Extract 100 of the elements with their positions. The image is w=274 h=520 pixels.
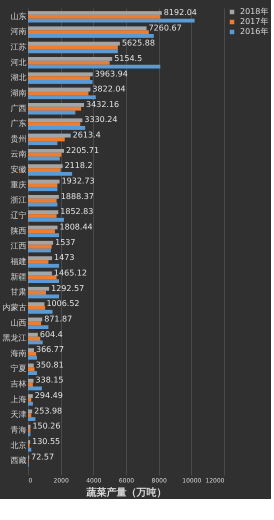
bar bbox=[28, 302, 44, 306]
y-tick-label: 安徽 bbox=[10, 165, 26, 174]
data-label: 3330.24 bbox=[84, 115, 118, 124]
bar bbox=[28, 248, 51, 252]
bar bbox=[28, 137, 65, 142]
y-tick-label: 重庆 bbox=[10, 180, 26, 190]
y-tick-label: 山西 bbox=[10, 318, 26, 328]
bar bbox=[28, 332, 38, 337]
bar bbox=[28, 260, 48, 264]
bar bbox=[28, 279, 60, 284]
bar bbox=[28, 364, 34, 368]
bar bbox=[28, 110, 76, 114]
bar bbox=[28, 46, 118, 50]
bar bbox=[28, 57, 112, 61]
data-label: 2118.2 bbox=[64, 161, 93, 170]
bar bbox=[28, 194, 59, 199]
bar bbox=[28, 340, 43, 344]
bar bbox=[28, 409, 32, 414]
bar bbox=[28, 14, 160, 19]
bar bbox=[28, 448, 32, 452]
bar bbox=[28, 417, 36, 421]
bar bbox=[28, 240, 54, 245]
y-tick-label: 湖南 bbox=[10, 88, 26, 98]
bar bbox=[28, 264, 60, 268]
data-label: 150.26 bbox=[32, 422, 60, 431]
bar bbox=[28, 122, 80, 126]
data-label: 2613.4 bbox=[72, 130, 101, 140]
data-label: 871.87 bbox=[44, 314, 72, 324]
y-tick-label: 天津 bbox=[10, 410, 26, 420]
bar bbox=[28, 18, 195, 23]
x-axis-title: 蔬菜产量（万吨） bbox=[86, 486, 166, 498]
bar bbox=[28, 80, 93, 84]
bar bbox=[28, 141, 58, 146]
data-label: 72.57 bbox=[31, 452, 54, 462]
bar bbox=[28, 244, 52, 249]
bar bbox=[28, 294, 60, 298]
y-tick-label: 云南 bbox=[10, 150, 26, 159]
bar bbox=[28, 272, 52, 276]
bar bbox=[28, 290, 46, 295]
legend-label: 2018年 bbox=[240, 7, 268, 16]
y-tick-label: 陕西 bbox=[10, 226, 26, 236]
bar bbox=[28, 356, 37, 360]
bar bbox=[28, 11, 162, 15]
bar bbox=[28, 168, 61, 172]
bar bbox=[28, 95, 96, 100]
bar bbox=[28, 88, 90, 92]
y-tick-label: 海南 bbox=[10, 348, 26, 358]
bar bbox=[28, 180, 60, 184]
bar bbox=[28, 275, 57, 280]
y-tick-label: 河北 bbox=[10, 58, 26, 67]
data-label: 130.55 bbox=[32, 437, 60, 446]
data-label: 366.77 bbox=[36, 345, 64, 354]
bar bbox=[28, 26, 147, 30]
y-tick-label: 吉林 bbox=[10, 380, 26, 389]
bar bbox=[28, 352, 36, 356]
bar bbox=[28, 30, 149, 34]
data-label: 3963.94 bbox=[94, 69, 128, 78]
y-tick-label: 河南 bbox=[10, 27, 26, 36]
bar bbox=[28, 378, 34, 383]
data-label: 1537 bbox=[55, 238, 76, 247]
y-tick-label: 内蒙古 bbox=[2, 302, 26, 312]
y-tick-label: 黑龙江 bbox=[2, 334, 26, 343]
bar bbox=[28, 402, 33, 406]
y-tick-label: 西藏 bbox=[10, 456, 26, 466]
bar bbox=[28, 233, 60, 238]
bar bbox=[28, 325, 48, 330]
bar bbox=[28, 118, 82, 122]
data-label: 1473 bbox=[54, 253, 74, 262]
data-label: 294.49 bbox=[34, 391, 63, 400]
data-label: 1808.44 bbox=[60, 222, 93, 232]
bar bbox=[28, 310, 52, 314]
y-tick-label: 青海 bbox=[10, 426, 26, 435]
y-tick-label: 江西 bbox=[10, 242, 26, 251]
data-label: 1932.73 bbox=[62, 176, 95, 186]
y-tick-label: 新疆 bbox=[10, 272, 26, 282]
bar bbox=[28, 413, 32, 418]
bar bbox=[28, 92, 88, 96]
y-tick-label: 北京 bbox=[10, 440, 26, 450]
bar bbox=[28, 148, 64, 153]
bar bbox=[28, 229, 55, 234]
y-tick-label: 山东 bbox=[10, 12, 26, 21]
bar bbox=[28, 49, 118, 54]
y-tick-label: 广东 bbox=[10, 119, 26, 128]
bar bbox=[28, 42, 120, 46]
bar bbox=[28, 126, 86, 130]
data-label: 604.4 bbox=[40, 330, 63, 339]
bar bbox=[28, 152, 62, 157]
bar bbox=[28, 183, 58, 188]
legend-label: 2016年 bbox=[240, 27, 268, 36]
bar bbox=[28, 202, 58, 206]
bar bbox=[28, 386, 42, 390]
bar bbox=[28, 187, 58, 192]
y-tick-label: 宁夏 bbox=[10, 364, 26, 374]
bar bbox=[28, 398, 32, 402]
data-label: 1006.52 bbox=[46, 299, 80, 308]
data-label: 1852.83 bbox=[60, 207, 94, 216]
data-label: 1465.12 bbox=[54, 268, 88, 278]
data-label: 1888.37 bbox=[60, 192, 94, 201]
bar bbox=[28, 172, 72, 176]
y-tick-label: 江苏 bbox=[10, 42, 26, 52]
